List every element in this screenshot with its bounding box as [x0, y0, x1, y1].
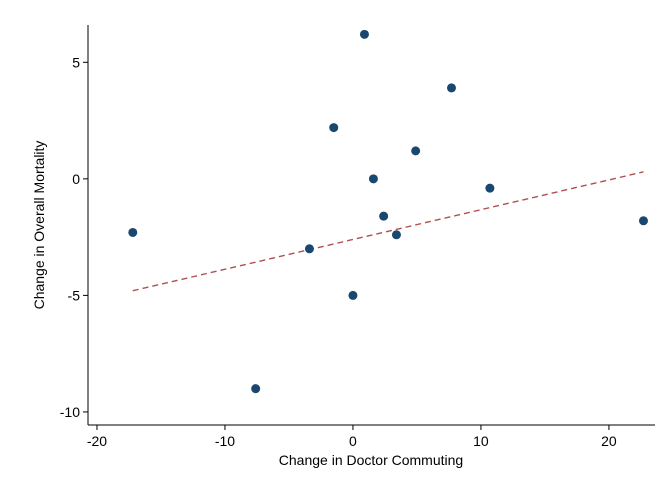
point: [638, 216, 648, 226]
point: [348, 290, 358, 300]
trend-line: [132, 171, 644, 292]
point: [368, 174, 378, 184]
x-tick-label: -10: [215, 433, 235, 449]
y-tick-label: 5: [72, 54, 80, 70]
x-axis-label: Change in Doctor Commuting: [279, 452, 463, 468]
x-tick-label: 10: [473, 433, 489, 449]
x-tick-label: 0: [349, 433, 357, 449]
y-tick-label: -10: [60, 404, 80, 420]
x-tick-label: 20: [601, 433, 617, 449]
y-axis-label: Change in Overall Mortality: [31, 141, 47, 310]
point: [391, 230, 401, 240]
x-tick-label: -20: [87, 433, 107, 449]
point: [329, 123, 339, 133]
point: [359, 29, 369, 39]
point: [128, 227, 138, 237]
point: [411, 146, 421, 156]
point: [446, 83, 456, 93]
point: [251, 384, 261, 394]
y-tick-label: -5: [68, 287, 81, 303]
point: [379, 211, 389, 221]
y-tick-label: 0: [72, 171, 80, 187]
point: [304, 244, 314, 254]
point: [485, 183, 495, 193]
